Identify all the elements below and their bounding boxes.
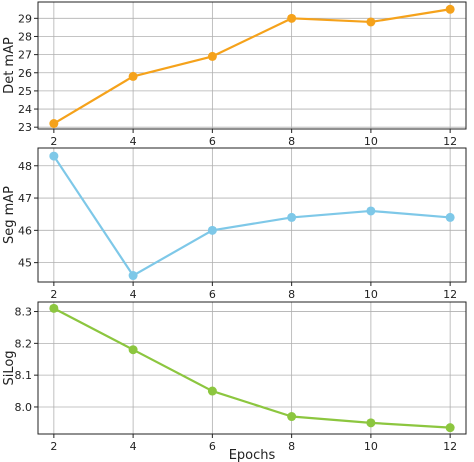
data-point <box>49 151 59 161</box>
x-tick-label: 2 <box>50 135 57 148</box>
data-point <box>128 271 138 281</box>
y-tick-label: 48 <box>18 160 32 173</box>
chart-panel-3: 2 4 6 8 10 12 8.0 8.1 8.2 8.3 SiLog Epochs <box>2 301 467 462</box>
x-tick-label: 8 <box>288 135 295 148</box>
y-tick-label: 8.1 <box>15 369 33 382</box>
data-point <box>207 386 217 396</box>
y-tick-label: 8.0 <box>15 401 33 414</box>
y-tick-label: 8.3 <box>15 306 33 319</box>
data-point <box>445 4 455 14</box>
y-axis-label: Det mAP <box>2 37 17 94</box>
y-tick-label: 28 <box>18 30 32 43</box>
series-line <box>53 8 451 125</box>
x-tick-label: 6 <box>209 440 216 453</box>
data-point <box>366 206 376 216</box>
y-tick-label: 45 <box>18 257 32 270</box>
x-tick-label: 10 <box>364 288 378 301</box>
data-point <box>207 225 217 235</box>
data-point <box>287 412 297 422</box>
x-tick-label: 10 <box>364 135 378 148</box>
x-tick-label: 2 <box>50 440 57 453</box>
data-point <box>49 303 59 313</box>
x-tick-label: 12 <box>443 440 457 453</box>
x-tick-label: 6 <box>209 135 216 148</box>
y-tick-label: 24 <box>18 103 32 116</box>
x-tick-label: 2 <box>50 288 57 301</box>
y-tick-label: 26 <box>18 67 32 80</box>
data-point <box>287 212 297 222</box>
data-point <box>366 418 376 428</box>
x-tick-label: 10 <box>364 440 378 453</box>
axes-frame <box>37 147 467 283</box>
data-point <box>128 71 138 81</box>
x-tick-label: 8 <box>288 440 295 453</box>
data-point <box>49 119 59 129</box>
y-tick-label: 27 <box>18 49 32 62</box>
x-tick-label: 4 <box>130 288 137 301</box>
y-tick-label: 23 <box>18 121 32 134</box>
y-tick-label: 25 <box>18 85 32 98</box>
data-point <box>287 13 297 23</box>
x-tick-label: 12 <box>443 135 457 148</box>
series-line <box>52 155 451 277</box>
axes-frame <box>37 301 467 435</box>
y-tick-label: 8.2 <box>15 337 33 350</box>
data-point <box>445 423 455 433</box>
axes-frame <box>37 1 467 130</box>
y-tick-label: 46 <box>18 224 32 237</box>
data-point <box>445 212 455 222</box>
data-point <box>207 51 217 61</box>
x-tick-label: 8 <box>288 288 295 301</box>
y-axis-label: SiLog <box>2 350 17 385</box>
y-tick-label: 47 <box>18 192 32 205</box>
x-tick-label: 6 <box>209 288 216 301</box>
data-point <box>128 345 138 355</box>
x-axis-label: Epochs <box>229 448 276 462</box>
series-line <box>53 307 451 429</box>
y-axis-label: Seg mAP <box>2 186 17 244</box>
y-tick-label: 29 <box>18 12 32 25</box>
x-tick-label: 4 <box>130 135 137 148</box>
x-tick-label: 12 <box>443 288 457 301</box>
data-point <box>366 17 376 27</box>
x-tick-label: 4 <box>130 440 137 453</box>
